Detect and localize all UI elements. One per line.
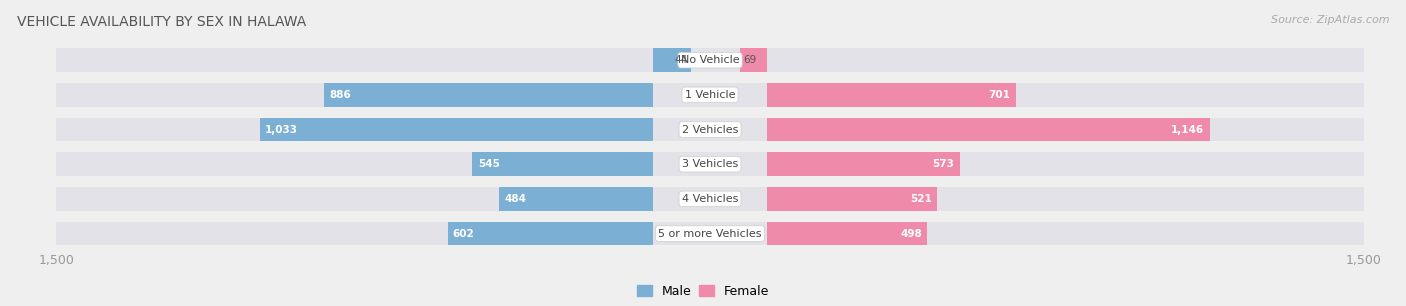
- Bar: [56, 152, 1364, 176]
- Text: 498: 498: [900, 229, 922, 239]
- Text: 1,033: 1,033: [264, 125, 298, 135]
- Text: 1 Vehicle: 1 Vehicle: [685, 90, 735, 100]
- Bar: [447, 222, 654, 245]
- Text: 545: 545: [478, 159, 499, 169]
- Text: 44: 44: [673, 55, 688, 65]
- Bar: [499, 187, 654, 211]
- Bar: [472, 152, 654, 176]
- Text: 5 or more Vehicles: 5 or more Vehicles: [658, 229, 762, 239]
- Text: 886: 886: [329, 90, 352, 100]
- Text: 69: 69: [744, 55, 756, 65]
- Bar: [56, 48, 1364, 72]
- Bar: [766, 152, 960, 176]
- Bar: [56, 222, 1364, 245]
- Text: 573: 573: [932, 159, 955, 169]
- Bar: [766, 187, 938, 211]
- Text: Source: ZipAtlas.com: Source: ZipAtlas.com: [1271, 15, 1389, 25]
- Text: 1,146: 1,146: [1171, 125, 1205, 135]
- Bar: [740, 48, 766, 72]
- Text: 3 Vehicles: 3 Vehicles: [682, 159, 738, 169]
- Text: No Vehicle: No Vehicle: [681, 55, 740, 65]
- Text: 602: 602: [453, 229, 475, 239]
- Bar: [654, 48, 690, 72]
- Bar: [56, 83, 1364, 107]
- Text: 2 Vehicles: 2 Vehicles: [682, 125, 738, 135]
- Bar: [56, 187, 1364, 211]
- Legend: Male, Female: Male, Female: [631, 280, 775, 303]
- Bar: [766, 83, 1015, 107]
- Text: VEHICLE AVAILABILITY BY SEX IN HALAWA: VEHICLE AVAILABILITY BY SEX IN HALAWA: [17, 15, 307, 29]
- Text: 701: 701: [988, 90, 1011, 100]
- Bar: [766, 118, 1209, 141]
- Text: 4 Vehicles: 4 Vehicles: [682, 194, 738, 204]
- Text: 484: 484: [505, 194, 526, 204]
- Bar: [56, 118, 1364, 141]
- Text: 521: 521: [910, 194, 932, 204]
- Bar: [323, 83, 654, 107]
- Bar: [260, 118, 654, 141]
- Bar: [766, 222, 927, 245]
